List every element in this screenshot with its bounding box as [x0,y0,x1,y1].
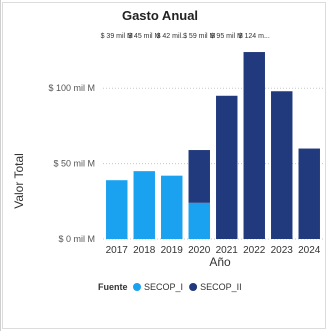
y-tick-label: $ 50 mil M [53,159,95,169]
legend-title: Fuente [98,282,128,292]
x-tick-label: 2023 [271,245,294,256]
bar-secop-i [133,171,155,239]
bar-secop-ii [188,150,210,203]
legend-marker [133,283,141,291]
y-tick-label: $ 100 mil M [48,83,95,93]
bar-secop-ii [298,148,320,239]
legend-label: SECOP_II [200,282,242,292]
window-edge [0,0,1,331]
bar-secop-i [161,175,183,239]
chart-panel: Gasto Anual Valor Total Año Fuente $ 0 m… [2,2,326,329]
data-label: $ 59 mil M [183,33,215,40]
bar-secop-ii [243,52,265,239]
legend-label: SECOP_I [144,282,183,292]
data-label: $ 39 mil M [101,33,133,40]
y-tick-label: $ 0 mil M [58,234,95,244]
chart-title: Gasto Anual [122,8,198,23]
x-axis-title: Año [209,255,231,269]
annual-spend-chart: Gasto Anual Valor Total Año Fuente $ 0 m… [12,8,323,292]
plot-area: $ 0 mil M $ 50 mil M $ 100 mil M 2017 2018 20… [48,33,323,256]
bar-secop-ii [271,91,293,239]
x-tick-label: 2018 [133,245,156,256]
legend: SECOP_I SECOP_II [133,282,242,292]
y-axis-title: Valor Total [12,153,26,209]
bar-secop-i [188,202,210,239]
x-tick-label: 2022 [243,245,266,256]
x-tick-label: 2021 [216,245,239,256]
x-tick-label: 2017 [106,245,129,256]
data-label: $ 45 mil M [128,33,160,40]
data-label: $ 42 mil... [157,33,187,40]
x-tick-label: 2019 [161,245,184,256]
x-tick-label: 2020 [188,245,211,256]
data-label: $ 124 m... [239,33,270,40]
bar-secop-ii [216,95,238,240]
data-label: $ 95 mil M [211,33,243,40]
legend-marker [189,283,198,291]
bar-secop-i [106,180,128,239]
x-tick-label: 2024 [298,245,321,256]
